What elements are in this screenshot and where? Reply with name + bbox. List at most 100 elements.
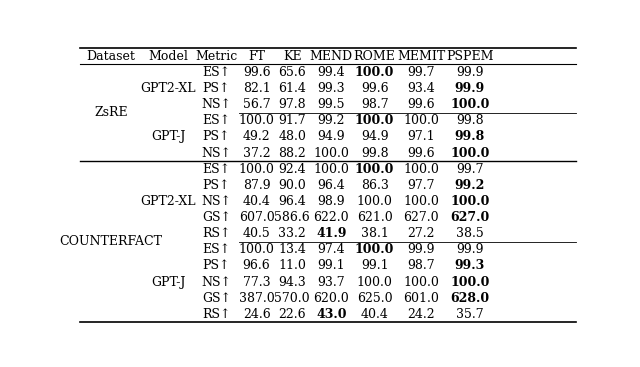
Text: 41.9: 41.9 (316, 227, 346, 240)
Text: 99.2: 99.2 (454, 179, 485, 192)
Text: 11.0: 11.0 (278, 259, 306, 272)
Text: 620.0: 620.0 (314, 292, 349, 305)
Text: 87.9: 87.9 (243, 179, 270, 192)
Text: 27.2: 27.2 (408, 227, 435, 240)
Text: 96.4: 96.4 (317, 179, 345, 192)
Text: 100.0: 100.0 (403, 163, 439, 176)
Text: GPT-J: GPT-J (151, 130, 185, 143)
Text: 99.1: 99.1 (317, 259, 345, 272)
Text: 40.4: 40.4 (243, 195, 271, 208)
Text: ES↑: ES↑ (202, 66, 230, 79)
Text: 99.9: 99.9 (408, 243, 435, 256)
Text: KE: KE (283, 50, 301, 63)
Text: 97.4: 97.4 (317, 243, 345, 256)
Text: Model: Model (148, 50, 188, 63)
Text: 99.5: 99.5 (317, 98, 345, 111)
Text: 100.0: 100.0 (355, 66, 394, 79)
Text: 97.1: 97.1 (408, 130, 435, 143)
Text: 43.0: 43.0 (316, 308, 346, 321)
Text: PS↑: PS↑ (203, 130, 230, 143)
Text: 100.0: 100.0 (314, 163, 349, 176)
Text: 56.7: 56.7 (243, 98, 270, 111)
Text: 98.7: 98.7 (361, 98, 388, 111)
Text: 94.3: 94.3 (278, 276, 306, 288)
Text: FT: FT (248, 50, 265, 63)
Text: 99.2: 99.2 (317, 115, 345, 127)
Text: 586.6: 586.6 (275, 211, 310, 224)
Text: 99.9: 99.9 (456, 66, 484, 79)
Text: NS↑: NS↑ (202, 98, 232, 111)
Text: 100.0: 100.0 (314, 146, 349, 160)
Text: 97.8: 97.8 (278, 98, 306, 111)
Text: 88.2: 88.2 (278, 146, 306, 160)
Text: ES↑: ES↑ (202, 115, 230, 127)
Text: PS↑: PS↑ (203, 179, 230, 192)
Text: 622.0: 622.0 (314, 211, 349, 224)
Text: 24.6: 24.6 (243, 308, 271, 321)
Text: 100.0: 100.0 (356, 195, 392, 208)
Text: GPT2-XL: GPT2-XL (140, 82, 196, 95)
Text: 94.9: 94.9 (317, 130, 345, 143)
Text: GPT-J: GPT-J (151, 276, 185, 288)
Text: 92.4: 92.4 (278, 163, 306, 176)
Text: 99.6: 99.6 (408, 146, 435, 160)
Text: 100.0: 100.0 (403, 195, 439, 208)
Text: 99.8: 99.8 (361, 146, 388, 160)
Text: NS↑: NS↑ (202, 195, 232, 208)
Text: 621.0: 621.0 (356, 211, 392, 224)
Text: 98.7: 98.7 (408, 259, 435, 272)
Text: 100.0: 100.0 (355, 243, 394, 256)
Text: 49.2: 49.2 (243, 130, 270, 143)
Text: 91.7: 91.7 (278, 115, 306, 127)
Text: 99.3: 99.3 (455, 259, 485, 272)
Text: 97.7: 97.7 (408, 179, 435, 192)
Text: 96.6: 96.6 (243, 259, 271, 272)
Text: 100.0: 100.0 (450, 276, 490, 288)
Text: Metric: Metric (195, 50, 237, 63)
Text: 100.0: 100.0 (239, 243, 275, 256)
Text: 96.4: 96.4 (278, 195, 306, 208)
Text: 99.6: 99.6 (243, 66, 270, 79)
Text: RS↑: RS↑ (202, 227, 230, 240)
Text: 82.1: 82.1 (243, 82, 271, 95)
Text: 387.0: 387.0 (239, 292, 275, 305)
Text: 90.0: 90.0 (278, 179, 306, 192)
Text: ROME: ROME (354, 50, 396, 63)
Text: 40.4: 40.4 (361, 308, 388, 321)
Text: 99.6: 99.6 (408, 98, 435, 111)
Text: Dataset: Dataset (86, 50, 136, 63)
Text: COUNTERFACT: COUNTERFACT (60, 235, 163, 248)
Text: 33.2: 33.2 (278, 227, 306, 240)
Text: 40.5: 40.5 (243, 227, 271, 240)
Text: NS↑: NS↑ (202, 146, 232, 160)
Text: 99.9: 99.9 (456, 243, 484, 256)
Text: PS↑: PS↑ (203, 82, 230, 95)
Text: GS↑: GS↑ (202, 211, 231, 224)
Text: 100.0: 100.0 (450, 98, 490, 111)
Text: 99.9: 99.9 (455, 82, 485, 95)
Text: 100.0: 100.0 (239, 163, 275, 176)
Text: GPT2-XL: GPT2-XL (140, 195, 196, 208)
Text: 99.8: 99.8 (455, 130, 485, 143)
Text: 37.2: 37.2 (243, 146, 270, 160)
Text: 61.4: 61.4 (278, 82, 306, 95)
Text: 35.7: 35.7 (456, 308, 484, 321)
Text: 93.4: 93.4 (408, 82, 435, 95)
Text: PSPEM: PSPEM (446, 50, 493, 63)
Text: 98.9: 98.9 (317, 195, 345, 208)
Text: 100.0: 100.0 (239, 115, 275, 127)
Text: 628.0: 628.0 (451, 292, 490, 305)
Text: 99.6: 99.6 (361, 82, 388, 95)
Text: 48.0: 48.0 (278, 130, 306, 143)
Text: 38.1: 38.1 (361, 227, 388, 240)
Text: 77.3: 77.3 (243, 276, 270, 288)
Text: 627.0: 627.0 (403, 211, 439, 224)
Text: 100.0: 100.0 (355, 163, 394, 176)
Text: 601.0: 601.0 (403, 292, 439, 305)
Text: ES↑: ES↑ (202, 243, 230, 256)
Text: 100.0: 100.0 (450, 195, 490, 208)
Text: 93.7: 93.7 (317, 276, 345, 288)
Text: 22.6: 22.6 (278, 308, 306, 321)
Text: 627.0: 627.0 (450, 211, 490, 224)
Text: PS↑: PS↑ (203, 259, 230, 272)
